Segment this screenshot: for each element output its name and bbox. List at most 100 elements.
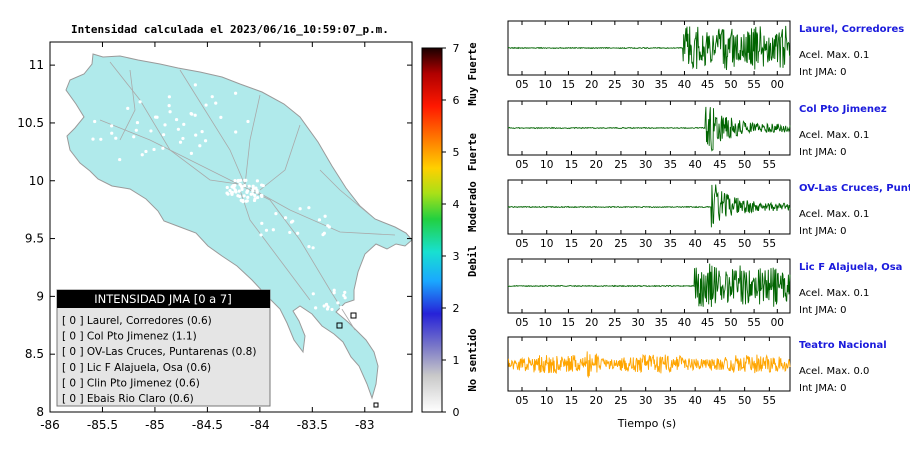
colorbar-tick-label: 1 <box>453 354 460 367</box>
town-dot <box>322 304 326 308</box>
legend-item: [ 0 ] Clin Pto Jimenez (0.6) <box>62 377 200 389</box>
town-dot <box>311 292 315 296</box>
map-y-tick-label: 9.5 <box>25 232 44 246</box>
town-dot <box>230 190 234 195</box>
waveform-3 <box>507 263 791 307</box>
trace-tick-label: 35 <box>655 79 668 91</box>
town-dot <box>234 130 238 134</box>
town-dot <box>317 218 322 222</box>
trace-tick-label: 40 <box>678 79 691 91</box>
station-marker-3 <box>373 402 379 408</box>
legend-item: [ 0 ] Laurel, Corredores (0.6) <box>62 315 212 327</box>
trace-tick-label: 20 <box>585 79 598 91</box>
town-dot <box>283 216 288 220</box>
station-marker-1 <box>336 322 343 329</box>
town-dot <box>110 131 114 135</box>
trace-tick-label: 40 <box>688 395 701 407</box>
town-dot <box>233 91 238 95</box>
town-dot <box>311 246 315 250</box>
colorbar-axis: 0 1 2 3 4 5 6 7 Muy Fuerte Fuerte Moderado Debil No … <box>442 42 479 419</box>
town-dot <box>236 178 240 183</box>
town-dot <box>189 151 194 156</box>
town-dot <box>190 112 194 116</box>
town-dot <box>245 189 250 193</box>
town-dot <box>343 296 347 300</box>
trace-tick-label: 20 <box>590 238 603 250</box>
town-dot <box>243 178 247 182</box>
town-dot <box>246 195 250 199</box>
trace-panel: 05 10 15 20 25 30 35 40 45 50 55 OV-Las Cruces, Pun… <box>507 179 910 250</box>
colorbar-tick-label: 4 <box>453 198 460 211</box>
station-marker-2 <box>350 312 357 319</box>
station-intensity: Int JMA: 0 <box>799 226 847 237</box>
legend-item: [ 0 ] Lic F Alajuela, Osa (0.6) <box>62 362 211 374</box>
trace-tick-label: 05 <box>515 79 528 91</box>
trace-tick-label: 15 <box>562 317 575 329</box>
colorbar-tick-label: 2 <box>453 302 460 315</box>
trace-tick-label: 20 <box>585 317 598 329</box>
map-x-tick-label: -84.5 <box>192 418 223 432</box>
town-dot <box>91 137 95 141</box>
trace-tick-label: 30 <box>639 238 652 250</box>
town-dot <box>135 120 140 125</box>
town-dot <box>237 189 241 193</box>
station-accel: Acel. Max. 0.1 <box>799 288 869 299</box>
trace-tick-label: 10 <box>539 79 552 91</box>
trace-panel: 05 10 15 20 25 30 35 40 45 50 55 Col Pto Jimenez Ace… <box>507 100 887 171</box>
map-station-dots <box>91 83 347 312</box>
waveform-1 <box>507 106 791 152</box>
town-dot <box>110 124 114 128</box>
town-dot <box>336 301 340 305</box>
town-dot <box>144 149 148 154</box>
town-dot <box>225 185 229 190</box>
station-intensity: Int JMA: 0 <box>799 147 847 158</box>
town-dot <box>231 184 235 188</box>
town-dot <box>255 195 260 200</box>
town-dot <box>238 178 243 182</box>
town-dot <box>247 184 251 188</box>
trace-tick-label: 55 <box>747 317 760 329</box>
map-x-tick-label: -85.5 <box>87 418 118 432</box>
town-dot <box>155 115 159 119</box>
town-dot <box>251 189 255 193</box>
town-dot <box>253 197 257 201</box>
trace-tick-label: 25 <box>614 395 627 407</box>
town-dot <box>324 302 329 306</box>
map-x-tick-label: -83.5 <box>297 418 328 432</box>
waveform-panels: 05 10 15 20 25 30 35 40 45 50 55 00 Laurel, Corredor… <box>507 20 910 407</box>
trace-tick-label: 25 <box>614 159 627 171</box>
trace-tick-label: 40 <box>688 238 701 250</box>
colorbar-label: Fuerte <box>467 133 479 171</box>
town-dot <box>162 133 166 137</box>
town-dot <box>307 244 311 249</box>
town-dot <box>140 153 144 157</box>
station-intensity: Int JMA: 0 <box>799 67 847 78</box>
trace-tick-label: 35 <box>664 159 677 171</box>
trace-tick-label: 30 <box>631 317 644 329</box>
town-dot <box>255 188 259 192</box>
station-name: Teatro Nacional <box>799 340 887 351</box>
map-y-tick-label: 8.5 <box>25 347 44 361</box>
town-dot <box>243 184 247 188</box>
trace-tick-label: 35 <box>664 238 677 250</box>
colorbar-tick-label: 3 <box>453 250 460 263</box>
trace-tick-label: 15 <box>565 395 578 407</box>
town-dot <box>271 228 275 232</box>
trace-tick-label: 45 <box>713 159 726 171</box>
map-y-tick-label: 8 <box>36 405 44 419</box>
town-dot <box>260 183 264 187</box>
costa-rica-land <box>65 53 413 400</box>
map-y-tick-label: 10.5 <box>17 116 44 130</box>
trace-panel: 05 10 15 20 25 30 35 40 45 50 55 00 Laurel, Corredor… <box>507 20 904 91</box>
town-dot <box>240 187 244 191</box>
town-dot <box>193 113 197 117</box>
trace-tick-label: 20 <box>590 159 603 171</box>
town-dot <box>253 193 257 198</box>
intensity-colorbar <box>421 47 443 413</box>
town-dot <box>132 135 136 139</box>
town-dot <box>219 115 223 120</box>
town-dot <box>314 306 318 310</box>
trace-tick-label: 00 <box>771 317 784 329</box>
map-axes: -86 -85.5 -85 -84.5 -84 -83.5 -83 11 10.5 10 9.5 9 8… <box>17 42 412 432</box>
